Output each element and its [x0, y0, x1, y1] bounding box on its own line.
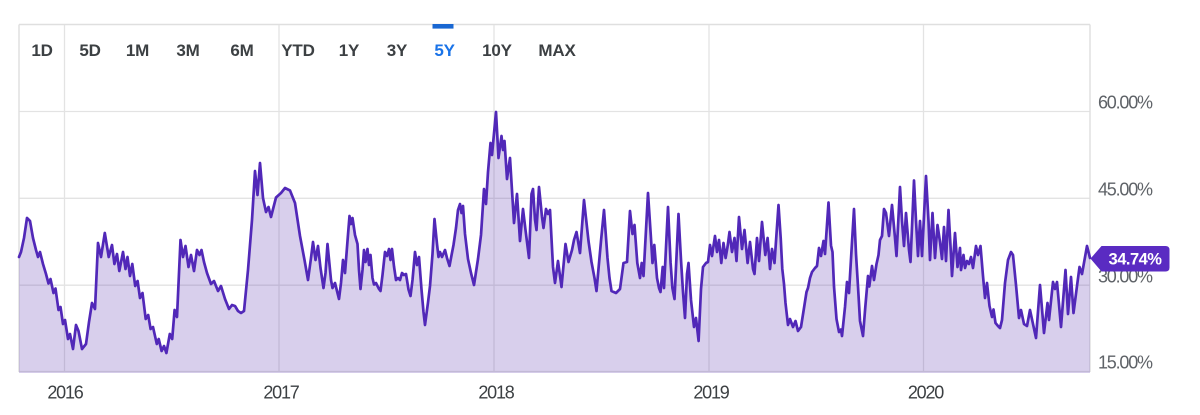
svg-text:1Y: 1Y [339, 41, 360, 60]
svg-text:2016: 2016 [47, 383, 83, 403]
svg-text:2019: 2019 [693, 383, 729, 403]
svg-text:3Y: 3Y [387, 41, 408, 60]
svg-text:15.00%: 15.00% [1098, 353, 1153, 373]
svg-text:5Y: 5Y [434, 41, 455, 60]
svg-text:1M: 1M [126, 41, 149, 60]
svg-text:2018: 2018 [478, 383, 514, 403]
svg-text:2020: 2020 [908, 383, 944, 403]
svg-text:5D: 5D [79, 41, 100, 60]
svg-text:10Y: 10Y [482, 41, 513, 60]
svg-text:45.00%: 45.00% [1098, 180, 1153, 200]
svg-text:2017: 2017 [263, 383, 299, 403]
svg-text:1D: 1D [31, 41, 52, 60]
svg-text:MAX: MAX [538, 41, 576, 60]
svg-text:6M: 6M [230, 41, 253, 60]
svg-text:YTD: YTD [281, 41, 314, 60]
svg-text:3M: 3M [176, 41, 199, 60]
svg-text:60.00%: 60.00% [1098, 93, 1153, 113]
svg-text:34.74%: 34.74% [1109, 251, 1163, 269]
